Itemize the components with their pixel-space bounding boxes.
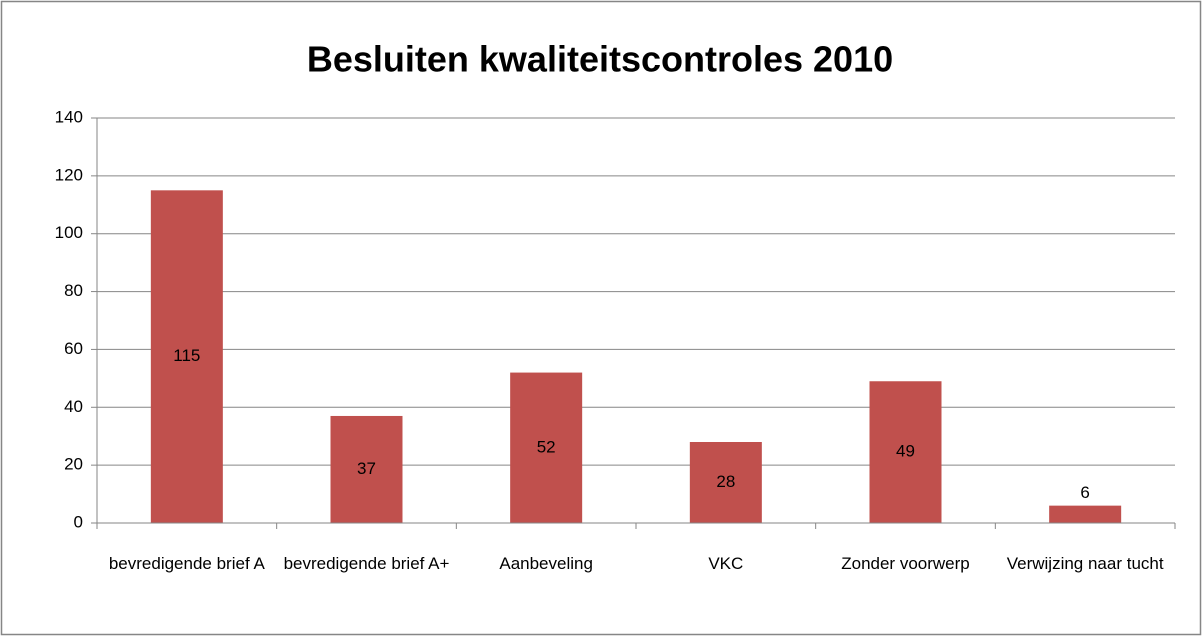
y-tick-label: 120 xyxy=(55,165,83,184)
x-tick-label: bevredigende brief A xyxy=(108,554,265,573)
bar xyxy=(869,381,942,523)
bar xyxy=(150,190,223,524)
bar xyxy=(510,372,583,523)
data-label: 28 xyxy=(716,472,735,491)
y-tick-label: 0 xyxy=(74,512,83,531)
bar xyxy=(689,442,762,523)
y-tick-label: 100 xyxy=(55,223,83,242)
x-tick-label: bevredigende brief A+ xyxy=(283,554,450,573)
data-label: 37 xyxy=(357,459,376,478)
x-tick-label: Aanbeveling xyxy=(499,554,593,573)
y-tick-label: 140 xyxy=(55,107,83,126)
x-tick-label: Verwijzing naar tucht xyxy=(1006,554,1164,573)
data-label: 52 xyxy=(537,437,556,456)
chart-title: Besluiten kwaliteitscontroles 2010 xyxy=(307,39,893,80)
x-tick-label: VKC xyxy=(708,554,744,573)
bar xyxy=(330,415,403,523)
data-label: 115 xyxy=(173,346,200,365)
y-tick-label: 60 xyxy=(64,339,83,358)
y-tick-label: 40 xyxy=(64,397,83,416)
data-label: 49 xyxy=(896,442,915,461)
data-label: 6 xyxy=(1080,483,1089,502)
bar xyxy=(1049,505,1122,523)
y-tick-label: 20 xyxy=(64,455,83,474)
y-tick-label: 80 xyxy=(64,281,83,300)
x-tick-label: Zonder voorwerp xyxy=(841,554,970,573)
